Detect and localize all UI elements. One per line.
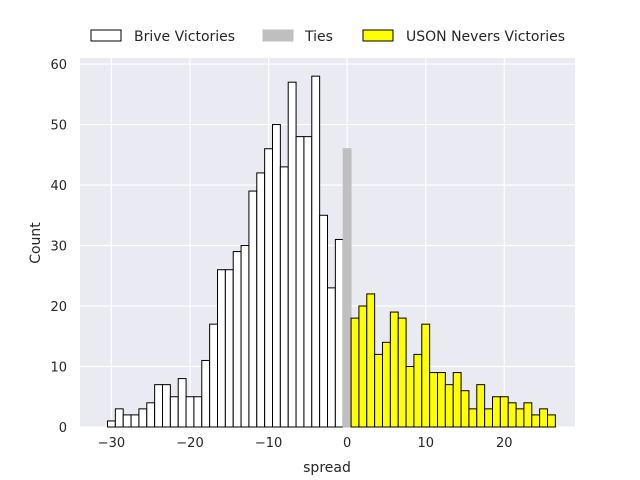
x-tick-label: −20 [176, 436, 203, 451]
bar-brive-victories [224, 269, 234, 428]
bar-brive-victories [232, 251, 242, 428]
x-tick-label: 10 [417, 436, 434, 451]
bar-brive-victories [272, 124, 281, 428]
bar-uson-nevers-victories [507, 402, 517, 428]
bar-uson-nevers-victories [484, 408, 493, 428]
y-tick-label: 0 [59, 421, 67, 436]
bar-brive-victories [256, 172, 266, 428]
bars [107, 75, 556, 428]
x-tick-label: −30 [98, 436, 125, 451]
y-tick-label: 40 [50, 179, 67, 194]
y-tick-label: 10 [50, 361, 67, 376]
bar-brive-victories [130, 414, 140, 428]
y-axis-title: Count [28, 222, 44, 264]
bar-brive-victories [279, 166, 289, 428]
legend-swatch-ties [262, 29, 294, 42]
bar-ties [342, 148, 352, 428]
bar-uson-nevers-victories [358, 305, 368, 428]
bar-brive-victories [240, 245, 250, 428]
bar-uson-nevers-victories [531, 414, 541, 428]
bar-uson-nevers-victories [539, 408, 549, 428]
bar-brive-victories [201, 359, 211, 428]
bar-brive-victories [107, 420, 116, 428]
bar-uson-nevers-victories [547, 414, 556, 428]
bar-brive-victories [154, 384, 163, 428]
x-tick-label: 0 [343, 436, 351, 451]
y-tick-label: 20 [50, 300, 67, 315]
legend-label-uson: USON Nevers Victories [406, 29, 565, 45]
bar-brive-victories [138, 408, 148, 428]
y-tick-label: 60 [50, 58, 67, 73]
bar-uson-nevers-victories [492, 396, 501, 428]
bar-brive-victories [169, 396, 179, 428]
legend-label-brive: Brive Victories [134, 29, 235, 45]
bar-uson-nevers-victories [468, 408, 478, 428]
bar-brive-victories [264, 148, 273, 428]
bar-brive-victories [185, 396, 195, 428]
bar-brive-victories [114, 408, 124, 428]
bar-brive-victories [287, 81, 297, 428]
bar-brive-victories [122, 414, 132, 428]
bar-uson-nevers-victories [413, 353, 423, 428]
bar-uson-nevers-victories [405, 366, 415, 428]
x-tick-label: 20 [496, 436, 513, 451]
bar-brive-victories [319, 214, 328, 428]
bar-uson-nevers-victories [499, 396, 509, 428]
bar-brive-victories [162, 384, 171, 428]
bar-uson-nevers-victories [515, 408, 525, 428]
bar-brive-victories [311, 75, 321, 428]
bar-uson-nevers-victories [444, 384, 454, 428]
bar-uson-nevers-victories [397, 317, 407, 428]
bar-uson-nevers-victories [452, 372, 462, 428]
bar-brive-victories [303, 136, 313, 428]
bar-brive-victories [217, 269, 226, 428]
bar-uson-nevers-victories [476, 384, 486, 428]
bar-uson-nevers-victories [374, 353, 383, 428]
bar-uson-nevers-victories [389, 311, 399, 428]
bar-brive-victories [193, 396, 203, 428]
legend: Brive Victories Ties USON Nevers Victori… [90, 29, 565, 45]
legend-label-ties: Ties [304, 29, 333, 45]
bar-uson-nevers-victories [366, 293, 376, 428]
bar-brive-victories [146, 402, 156, 428]
bar-uson-nevers-victories [460, 390, 470, 428]
bar-uson-nevers-victories [429, 372, 438, 428]
bar-uson-nevers-victories [437, 372, 446, 428]
y-tick-labels: 0 10 20 30 40 50 60 [50, 58, 67, 436]
legend-swatch-uson [362, 29, 394, 42]
bar-uson-nevers-victories [421, 323, 431, 428]
x-tick-label: −10 [255, 436, 282, 451]
x-axis-title: spread [303, 460, 351, 476]
legend-swatch-brive [90, 29, 122, 42]
bar-brive-victories [327, 287, 336, 428]
bar-brive-victories [295, 136, 305, 428]
bar-uson-nevers-victories [350, 317, 360, 428]
y-tick-label: 50 [50, 119, 67, 134]
x-tick-labels: −30 −20 −10 0 10 20 [98, 436, 513, 451]
bar-brive-victories [177, 378, 187, 428]
y-tick-label: 30 [50, 240, 67, 255]
bar-brive-victories [248, 190, 258, 428]
bar-brive-victories [209, 323, 218, 428]
bar-uson-nevers-victories [382, 341, 391, 428]
bar-brive-victories [334, 238, 344, 428]
bar-uson-nevers-victories [523, 402, 533, 428]
